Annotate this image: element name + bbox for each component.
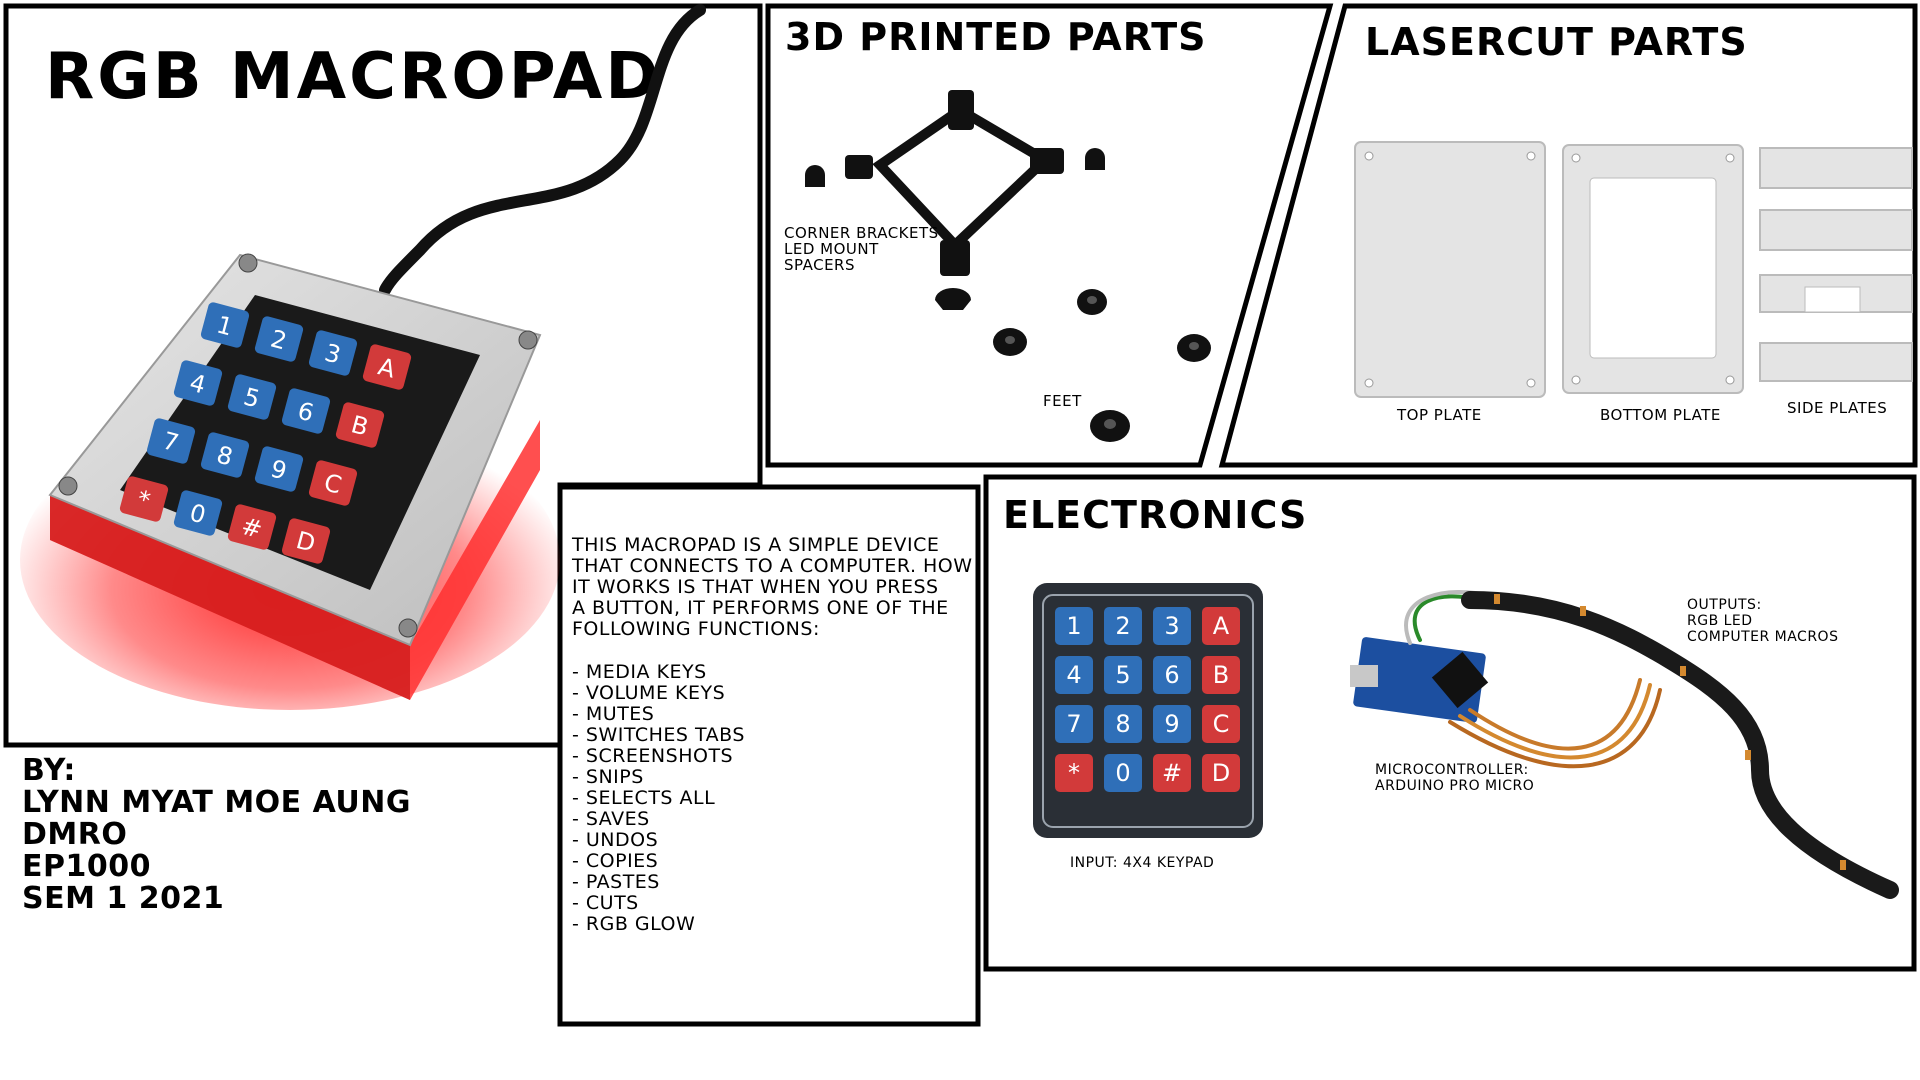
function-item: - PASTES — [572, 871, 660, 893]
description-intro: THIS MACROPAD IS A SIMPLE DEVICE THAT CO… — [572, 535, 973, 640]
outputs-caption-line: COMPUTER MACROS — [1687, 629, 1839, 645]
intro-line: THIS MACROPAD IS A SIMPLE DEVICE — [572, 534, 940, 556]
intro-line: IT WORKS IS THAT WHEN YOU PRESS — [572, 576, 939, 598]
printed-title: 3D PRINTED PARTS — [785, 15, 1207, 59]
intro-line: FOLLOWING FUNCTIONS: — [572, 618, 820, 640]
outputs-caption: OUTPUTS: RGB LED COMPUTER MACROS — [1687, 597, 1838, 645]
function-item: - SWITCHES TABS — [572, 724, 745, 746]
function-item: - SCREENSHOTS — [572, 745, 734, 767]
electronics-panel-border — [983, 474, 1917, 972]
function-item: - COPIES — [572, 850, 659, 872]
lasercut-panel-border — [1218, 3, 1918, 468]
credits: BY: LYNN MYAT MOE AUNG DMRO EP1000 SEM 1… — [22, 755, 411, 915]
function-item: - SNIPS — [572, 766, 644, 788]
credit-line: LYNN MYAT MOE AUNG — [22, 785, 412, 820]
side-plates-label: SIDE PLATES — [1787, 399, 1888, 417]
micro-caption: MICROCONTROLLER: ARDUINO PRO MICRO — [1375, 762, 1534, 794]
description-panel-border — [557, 484, 981, 1027]
bottom-plate-label: BOTTOM PLATE — [1600, 406, 1721, 424]
micro-caption-line: MICROCONTROLLER: — [1375, 762, 1529, 778]
printed-panel-border — [765, 3, 1334, 468]
function-item: - CUTS — [572, 892, 639, 914]
function-item: - SAVES — [572, 808, 650, 830]
function-item: - MUTES — [572, 703, 655, 725]
intro-line: THAT CONNECTS TO A COMPUTER. HOW — [572, 555, 973, 577]
function-item: - VOLUME KEYS — [572, 682, 726, 704]
electronics-title: ELECTRONICS — [1003, 493, 1308, 537]
intro-line: A BUTTON, IT PERFORMS ONE OF THE — [572, 597, 949, 619]
function-item: - UNDOS — [572, 829, 659, 851]
outputs-caption-line: RGB LED — [1687, 613, 1753, 629]
function-item: - MEDIA KEYS — [572, 661, 707, 683]
function-list: - MEDIA KEYS - VOLUME KEYS - MUTES - SWI… — [572, 662, 745, 935]
macropad-title: RGB MACROPAD — [45, 40, 662, 114]
lasercut-title: LASERCUT PARTS — [1365, 20, 1748, 64]
outputs-caption-line: OUTPUTS: — [1687, 597, 1762, 613]
credit-line: DMRO — [22, 817, 128, 852]
credit-line: SEM 1 2021 — [22, 881, 225, 916]
brackets-label: CORNER BRACKETS LED MOUNT SPACERS — [784, 225, 939, 273]
brackets-label-line: SPACERS — [784, 256, 855, 274]
brackets-label-line: CORNER BRACKETS — [784, 224, 939, 242]
function-item: - RGB GLOW — [572, 913, 696, 935]
brackets-label-line: LED MOUNT — [784, 240, 879, 258]
function-item: - SELECTS ALL — [572, 787, 716, 809]
top-plate-label: TOP PLATE — [1397, 406, 1482, 424]
credit-line: BY: — [22, 753, 76, 788]
keypad-caption: INPUT: 4X4 KEYPAD — [1070, 855, 1215, 871]
credit-line: EP1000 — [22, 849, 151, 884]
feet-label: FEET — [1043, 392, 1082, 410]
micro-caption-line: ARDUINO PRO MICRO — [1375, 778, 1535, 794]
